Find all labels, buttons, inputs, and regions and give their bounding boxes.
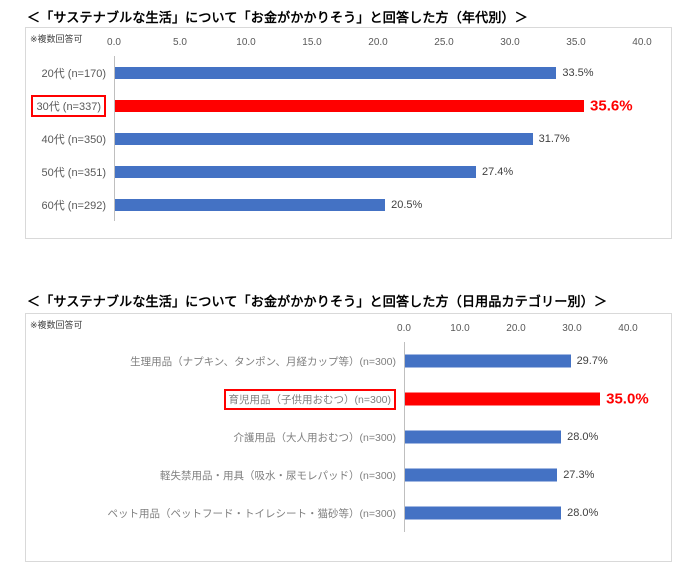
category-label: 育児用品（子供用おむつ）(n=300) (26, 388, 404, 410)
plot-area: 33.5% (114, 56, 642, 89)
x-axis-tick-label: 10.0 (236, 37, 256, 48)
value-label: 27.3% (563, 469, 595, 481)
category-label: 軽失禁用品・用具（吸水・尿モレパッド）(n=300) (26, 468, 404, 483)
category-label: 30代 (n=337) (26, 94, 114, 117)
bar-row: 介護用品（大人用おむつ）(n=300) 28.0% (26, 418, 671, 456)
highlighted-category-label: 育児用品（子供用おむつ）(n=300) (223, 388, 396, 410)
plot-area: 28.0% (404, 418, 628, 456)
plot-area: 29.7% (404, 342, 628, 380)
x-axis-tick-label: 0.0 (397, 323, 411, 334)
bar (405, 354, 571, 368)
category-label: 60代 (n=292) (26, 197, 114, 213)
value-label: 27.4% (481, 165, 514, 178)
highlighted-bar (405, 392, 601, 406)
category-label: 20代 (n=170) (26, 65, 114, 81)
bar (115, 165, 476, 178)
category-chart-title: ＜「サステナブルな生活」について「お金がかかりそう」と回答した方（日用品カテゴリ… (27, 294, 608, 309)
plot-area: 27.4% (114, 155, 642, 188)
x-axis-tick-label: 20.0 (506, 323, 526, 334)
x-axis: 0.0 5.0 10.0 15.0 20.0 25.0 30.0 35.0 40.0 (107, 37, 652, 52)
bar-rows: 20代 (n=170) 33.5% 30代 (n=337) 35.6% 40代 (n=3… (26, 56, 671, 221)
value-label: 29.7% (576, 355, 608, 367)
plot-area: 27.3% (404, 456, 628, 494)
x-axis-tick-label: 25.0 (434, 37, 454, 48)
value-label: 28.0% (567, 431, 599, 443)
category-label-text: 20代 (n=170) (41, 67, 106, 80)
bar-row: 軽失禁用品・用具（吸水・尿モレパッド）(n=300) 27.3% (26, 456, 671, 494)
bar-row: 20代 (n=170) 33.5% (26, 56, 671, 89)
bar (405, 430, 562, 444)
bar (405, 468, 558, 482)
bar (115, 198, 386, 211)
value-label: 33.5% (562, 66, 594, 79)
plot-area: 35.0% (404, 380, 649, 418)
category-label-text: 40代 (n=350) (41, 133, 106, 146)
bar-row: 50代 (n=351) 27.4% (26, 155, 671, 188)
category-label-text: ペット用品（ペットフード・トイレシート・猫砂等）(n=300) (107, 507, 396, 520)
bar-row: 生理用品（ナプキン、タンポン、月経カップ等）(n=300) 29.7% (26, 342, 671, 380)
multiple-answers-note: ※複数回答可 (30, 34, 83, 44)
bar-row: ペット用品（ペットフード・トイレシート・猫砂等）(n=300) 28.0% (26, 494, 671, 532)
value-label: 35.6% (590, 97, 633, 114)
x-axis: 0.0 10.0 20.0 30.0 40.0 (397, 323, 638, 338)
category-label-text: 生理用品（ナプキン、タンポン、月経カップ等）(n=300) (130, 355, 396, 368)
x-axis-tick-label: 30.0 (562, 323, 582, 334)
bar (115, 132, 533, 145)
category-label: 50代 (n=351) (26, 164, 114, 180)
value-label: 28.0% (567, 507, 599, 519)
value-label: 35.0% (606, 390, 649, 408)
category-label: 40代 (n=350) (26, 131, 114, 147)
plot-area: 35.6% (114, 89, 642, 122)
value-label: 20.5% (391, 198, 423, 211)
plot-area: 31.7% (114, 122, 642, 155)
x-axis-tick-label: 10.0 (450, 323, 470, 334)
bar-row: 育児用品（子供用おむつ）(n=300) 35.0% (26, 380, 671, 418)
x-axis-tick-label: 40.0 (618, 323, 638, 334)
x-axis-tick-label: 30.0 (500, 37, 520, 48)
category-label-text: 介護用品（大人用おむつ）(n=300) (233, 431, 396, 444)
category-bar-chart: ※複数回答可 0.0 10.0 20.0 30.0 40.0 生理用品（ナプキン、タンポ… (25, 313, 672, 562)
bar (115, 66, 557, 79)
age-bar-chart: ※複数回答可 0.0 5.0 10.0 15.0 20.0 25.0 30.0 35.0 40.… (25, 27, 672, 239)
category-label-text: 50代 (n=351) (41, 166, 106, 179)
bar-rows: 生理用品（ナプキン、タンポン、月経カップ等）(n=300) 29.7% 育児用品（子… (26, 342, 671, 532)
value-label: 31.7% (538, 132, 570, 145)
x-axis-tick-label: 40.0 (632, 37, 652, 48)
age-chart-title: ＜「サステナブルな生活」について「お金がかかりそう」と回答した方（年代別）＞ (27, 10, 528, 25)
bar-row: 30代 (n=337) 35.6% (26, 89, 671, 122)
category-label-text: 60代 (n=292) (41, 199, 106, 212)
category-label: 介護用品（大人用おむつ）(n=300) (26, 430, 404, 445)
x-axis-tick-label: 20.0 (368, 37, 388, 48)
multiple-answers-note: ※複数回答可 (30, 320, 83, 330)
x-axis-tick-label: 0.0 (107, 37, 121, 48)
category-label: 生理用品（ナプキン、タンポン、月経カップ等）(n=300) (26, 354, 404, 369)
bar (405, 506, 562, 520)
x-axis-tick-label: 35.0 (566, 37, 586, 48)
bar-row: 40代 (n=350) 31.7% (26, 122, 671, 155)
category-label-text: 軽失禁用品・用具（吸水・尿モレパッド）(n=300) (160, 469, 396, 482)
x-axis-tick-label: 5.0 (173, 37, 187, 48)
highlighted-category-label: 30代 (n=337) (31, 94, 106, 117)
plot-area: 28.0% (404, 494, 628, 532)
highlighted-bar (115, 99, 585, 112)
x-axis-tick-label: 15.0 (302, 37, 322, 48)
bar-row: 60代 (n=292) 20.5% (26, 188, 671, 221)
category-label: ペット用品（ペットフード・トイレシート・猫砂等）(n=300) (26, 506, 404, 521)
plot-area: 20.5% (114, 188, 642, 221)
